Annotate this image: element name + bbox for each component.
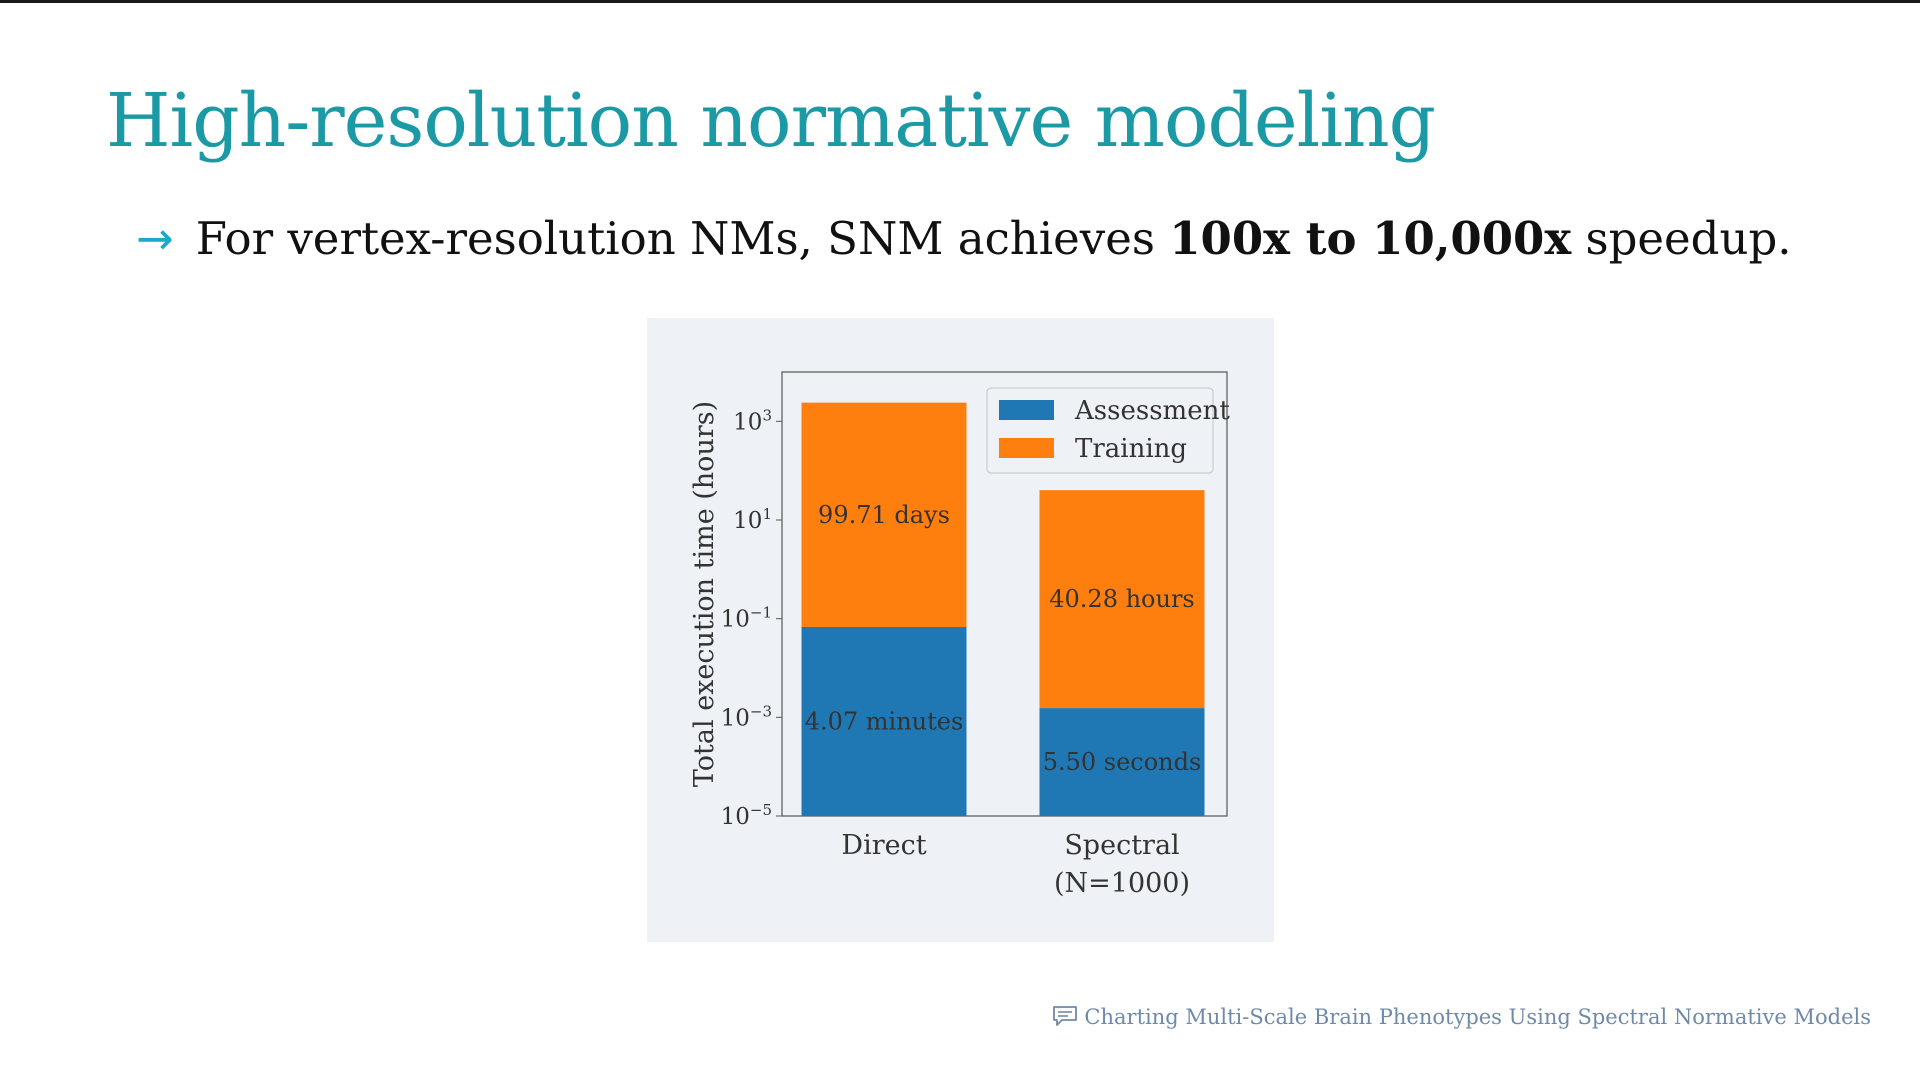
bar-label-training-0: 99.71 days [818,501,950,529]
stacked-bar-chart: 4.07 minutes 99.71 days Direct 5.50 seconds… [689,371,1230,899]
bar-label-assessment-0: 4.07 minutes [805,707,964,735]
bar-assessment-1 [1039,708,1205,816]
legend-swatch-assessment [999,400,1054,420]
slide-title: High-resolution normative modeling [106,78,1436,164]
footer: Charting Multi-Scale Brain Phenotypes Us… [1052,1005,1871,1032]
legend-label-training: Training [1075,434,1187,464]
y-tick-label: 101 [733,505,772,534]
bar-assessment-0 [801,626,967,816]
y-tick-label: 10−1 [721,604,772,633]
bar-training-1 [1039,490,1205,709]
x-tick-label: (N=1000) [1054,868,1190,899]
bar-label-assessment-1: 5.50 seconds [1043,748,1202,776]
bar-label-training-1: 40.28 hours [1049,585,1195,613]
footer-text: Charting Multi-Scale Brain Phenotypes Us… [1084,1005,1871,1029]
y-tick-label: 103 [733,406,772,435]
y-tick-label: 10−5 [721,801,772,830]
bar-training-0 [801,402,967,627]
x-tick-label: Direct [841,830,926,861]
y-tick-label: 10−3 [721,702,772,731]
x-tick-label: Spectral [1064,830,1179,861]
chart-panel: 4.07 minutes 99.71 days Direct 5.50 seconds… [647,318,1274,942]
arrow-right-icon: → [136,212,174,265]
top-rule [0,0,1920,3]
bullet-point: → For vertex-resolution NMs, SNM achieves… [136,212,1792,265]
bullet-text-post: speedup. [1571,212,1792,265]
y-axis-label: Total execution time (hours) [689,401,720,787]
legend-swatch-training [999,438,1054,458]
bullet-text-pre: For vertex-resolution NMs, SNM achieves [195,212,1170,265]
comment-icon [1052,1005,1078,1032]
legend-label-assessment: Assessment [1074,396,1230,426]
bullet-text-bold: 100x to 10,000x [1169,212,1572,265]
